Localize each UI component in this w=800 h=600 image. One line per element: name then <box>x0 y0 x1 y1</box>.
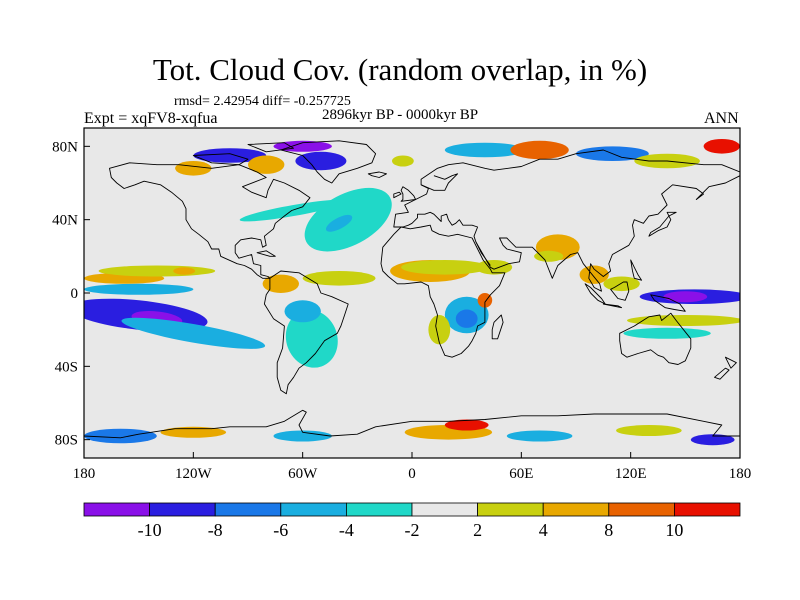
colorbar-swatch-5 <box>411 502 478 517</box>
anomaly-patch-30 <box>295 151 347 171</box>
anomaly-patch-35 <box>444 142 525 158</box>
colorbar-swatch-3 <box>280 502 347 517</box>
colorbar-label-3: -4 <box>339 520 354 540</box>
coastline-cuba <box>256 250 276 257</box>
coastline-philippines <box>630 259 643 281</box>
x-tick-label-2: 60W <box>288 466 318 482</box>
anomaly-patch-3 <box>84 283 194 295</box>
anomaly-patch-6 <box>173 267 196 275</box>
anomaly-patch-26 <box>663 291 708 303</box>
coastline-north-america <box>109 162 311 279</box>
anomaly-patch-42 <box>273 430 332 442</box>
anomaly-patch-36 <box>510 140 569 160</box>
colorbar-swatch-8 <box>608 502 675 517</box>
colorbar-label-7: 8 <box>604 520 613 540</box>
y-tick-label-1: 40N <box>52 213 78 229</box>
experiment-label: Expt = xqFV8-xqfua <box>84 110 218 127</box>
x-tick-label-3: 0 <box>408 466 416 482</box>
coastline-australia <box>619 312 692 365</box>
anomaly-patch-10 <box>302 271 376 286</box>
anomaly-patch-23 <box>579 265 609 284</box>
y-tick-label-4: 80S <box>55 433 78 449</box>
y-tick-label-2: 0 <box>71 286 79 302</box>
anomaly-patch-16 <box>475 260 513 275</box>
x-tick-label-4: 60E <box>509 466 533 482</box>
anomaly-patch-41 <box>160 426 227 438</box>
colorbar-swatch-0 <box>83 502 150 517</box>
colorbar: -10 -8 -6 -4 -2 2 4 8 10 <box>83 502 741 540</box>
anomaly-patch-9 <box>262 274 299 293</box>
colorbar-label-5: 2 <box>473 520 482 540</box>
colorbar-label-4: -2 <box>405 520 420 540</box>
coastline-greenland <box>280 140 377 184</box>
coastline-africa <box>380 224 506 358</box>
anomaly-patch-18 <box>455 309 478 328</box>
coastline-south-america <box>263 270 349 395</box>
colorbar-swatch-9 <box>674 502 741 517</box>
time-period-label: 2896kyr BP - 0000kyr BP <box>322 107 479 123</box>
rmsd-diff-stats: rmsd= 2.42954 diff= -0.257725 <box>174 94 351 109</box>
coastline-arabia-detail <box>475 241 491 266</box>
anomaly-patch-45 <box>506 430 573 442</box>
y-tick-label-3: 40S <box>55 359 78 375</box>
anomaly-patch-46 <box>616 425 682 436</box>
x-tick-label-5: 120E <box>615 466 647 482</box>
colorbar-swatch-4 <box>345 502 413 517</box>
anomaly-patch-8 <box>284 300 321 323</box>
x-tick-label-1: 120W <box>175 466 213 482</box>
coastline-java <box>602 303 623 309</box>
anomaly-patch-44 <box>444 419 489 431</box>
map-background <box>84 128 740 458</box>
coastline-new-guinea <box>650 294 686 312</box>
coastline-scandinavia <box>420 173 459 191</box>
anomaly-patch-19 <box>428 315 451 345</box>
colorbar-label-0: -10 <box>138 520 162 540</box>
coastlines <box>84 140 740 439</box>
anomaly-patch-24 <box>603 276 640 292</box>
x-tick-label-0: 180 <box>73 466 96 482</box>
colorbar-swatch-6 <box>477 502 544 517</box>
anomaly-patch-28 <box>623 327 711 339</box>
coastline-madagascar <box>491 314 504 340</box>
season-label: ANN <box>704 110 739 127</box>
anomaly-patch-7 <box>285 309 338 368</box>
latitude-axis: 80N 40N 0 40S 80S <box>52 139 90 449</box>
colorbar-swatch-1 <box>149 502 216 517</box>
colorbar-swatch-2 <box>214 502 282 517</box>
anomaly-patch-11 <box>239 199 348 222</box>
anomaly-patch-34 <box>392 155 414 167</box>
anomaly-patch-33 <box>175 161 212 176</box>
coastline-japan <box>648 211 677 237</box>
anomaly-patch-15 <box>401 260 489 275</box>
coastline-new-zealand <box>714 356 737 380</box>
y-tick-label-0: 80N <box>52 139 78 155</box>
anomaly-patch-5 <box>98 265 216 277</box>
coastline-eurasia <box>393 149 740 292</box>
longitude-axis: 180 120W 60W 0 60E 120E 180 <box>73 452 752 482</box>
colorbar-label-2: -6 <box>273 520 288 540</box>
anomaly-patch-13 <box>325 214 353 232</box>
anomaly-patch-2 <box>121 317 266 349</box>
plot-title: Tot. Cloud Cov. (random overlap, in %) <box>152 52 648 87</box>
anomaly-patch-22 <box>534 250 564 262</box>
coastline-borneo <box>610 281 630 301</box>
anomaly-patch-40 <box>84 428 157 444</box>
colorbar-label-6: 4 <box>539 520 548 540</box>
colorbar-swatch-7 <box>542 502 610 517</box>
coastline-antarctica <box>84 409 740 439</box>
colorbar-label-8: 10 <box>665 520 683 540</box>
coastline-uk <box>393 186 417 202</box>
colorbar-label-1: -8 <box>208 520 223 540</box>
cloud-cover-anomaly-field <box>84 139 740 446</box>
coastline-arctic-islands <box>192 142 295 166</box>
x-tick-label-6: 180 <box>729 466 752 482</box>
anomaly-patch-32 <box>248 155 285 174</box>
anomaly-patch-39 <box>703 139 740 154</box>
anomaly-patch-27 <box>627 315 740 326</box>
coastline-iceland <box>367 171 387 178</box>
anomaly-patch-47 <box>690 434 735 446</box>
